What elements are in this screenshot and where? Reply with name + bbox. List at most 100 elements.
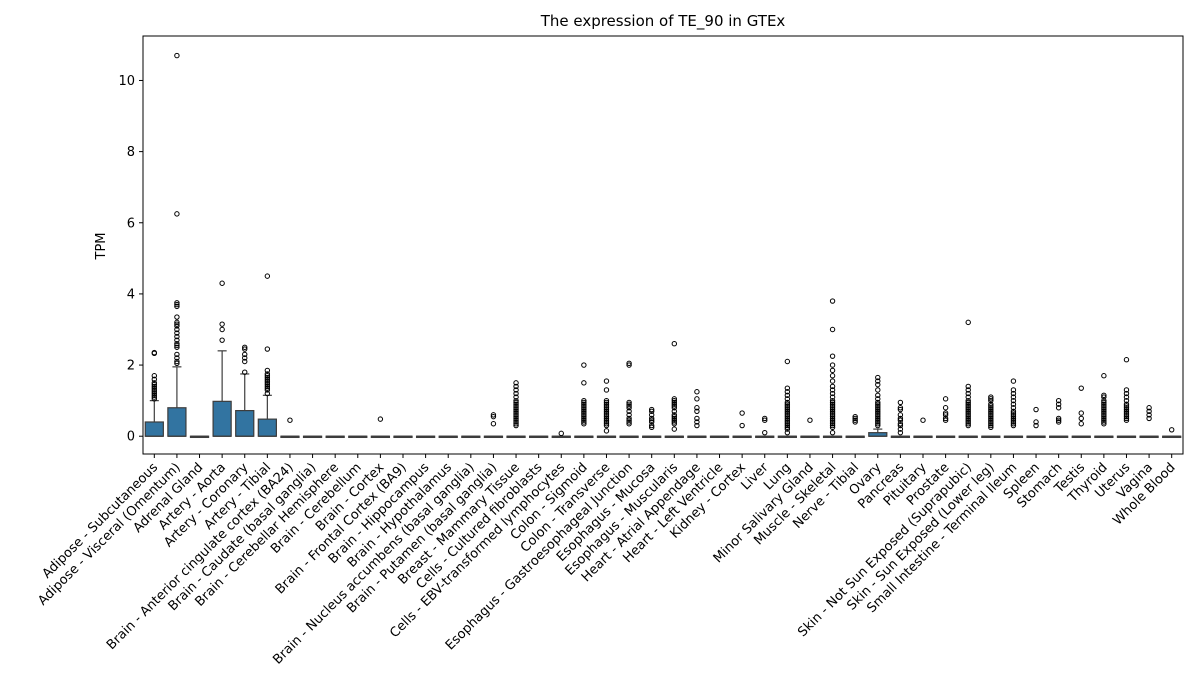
outlier-point [829,410,836,416]
outlier-point [829,405,836,411]
outlier-point [784,412,791,418]
outlier-point [558,430,564,437]
outlier-point [694,405,700,411]
outlier-point [784,421,791,427]
outlier-point [784,408,791,415]
outlier-point [875,374,881,381]
outlier-point [603,415,610,422]
outlier-point [581,406,587,413]
outlier-point [603,422,610,429]
outlier-point [671,415,678,422]
outlier-point [513,380,519,386]
outlier-point [513,399,519,406]
outlier-point [694,396,700,402]
outlier-point [1101,417,1107,423]
outlier-point [671,419,678,425]
outlier-point [829,424,836,431]
outlier-point [490,413,497,420]
outlier-point [852,419,858,425]
outlier-point [264,378,271,384]
outlier-point [875,406,881,413]
outlier-point [671,412,678,418]
outlier-point [784,392,791,399]
outlier-point [648,408,655,415]
outlier-point [626,399,632,406]
outlier-point [1010,394,1017,400]
outlier-point [1010,421,1017,427]
outlier-point [1101,421,1107,427]
outlier-point [965,319,971,326]
outlier-point [875,410,881,416]
outlier-point [513,403,519,409]
outlier-point [829,353,836,359]
outlier-point [174,211,180,217]
outlier-point [513,422,519,429]
outlier-point [965,390,971,397]
outlier-point [264,374,271,381]
outlier-point [1123,417,1130,423]
y-tick-label: 0 [127,430,135,445]
outlier-point [242,369,248,375]
outlier-point [1123,357,1130,363]
outlier-point [1101,399,1107,406]
outlier-point [242,344,248,350]
outlier-point [151,380,158,386]
outlier-point [1123,394,1130,400]
outlier-point [603,405,610,411]
outlier-point [920,417,926,423]
outlier-point [174,358,180,365]
outlier-point [513,394,519,400]
box [212,400,232,437]
outlier-point [829,390,836,397]
outlier-point [377,416,384,422]
outlier-point [1101,415,1107,422]
outlier-point [1101,403,1107,409]
outlier-point [988,394,994,400]
outlier-point [1055,415,1062,422]
outlier-point [1010,417,1017,423]
outlier-point [513,408,519,415]
outlier-point [875,403,881,409]
outlier-point [897,421,904,427]
outlier-point [264,383,271,390]
outlier-point [1055,401,1062,407]
outlier-point [988,424,994,431]
outlier-point [603,412,610,418]
outlier-point [264,380,271,386]
outlier-point [988,397,994,404]
outlier-point [219,337,225,343]
outlier-point [671,413,678,420]
y-tick-label: 4 [127,287,135,302]
outlier-point [671,426,678,432]
outlier-point [1010,415,1017,422]
outlier-point [1123,390,1130,397]
outlier-point [965,405,971,411]
outlier-point [852,413,858,420]
outlier-point [875,419,881,425]
outlier-point [1101,392,1107,399]
outlier-point [264,367,271,374]
outlier-point [784,399,791,406]
outlier-point [513,412,519,418]
outlier-point [897,399,904,406]
outlier-point [965,383,971,390]
outlier-point [603,428,610,434]
outlier-point [784,401,791,407]
outlier-point [581,410,587,416]
outlier-point [1010,401,1017,407]
outlier-point [875,392,881,399]
outlier-point [784,405,791,411]
outlier-point [174,333,180,340]
outlier-point [988,415,994,422]
outlier-point [1123,403,1130,409]
outlier-point [829,373,836,379]
outlier-point [829,422,836,429]
outlier-point [174,52,180,59]
outlier-point [897,405,904,411]
outlier-point [513,421,519,427]
outlier-point [648,422,655,429]
outlier-point [897,422,904,429]
outlier-point [897,406,904,413]
outlier-point [626,401,632,407]
outlier-point [648,406,655,413]
